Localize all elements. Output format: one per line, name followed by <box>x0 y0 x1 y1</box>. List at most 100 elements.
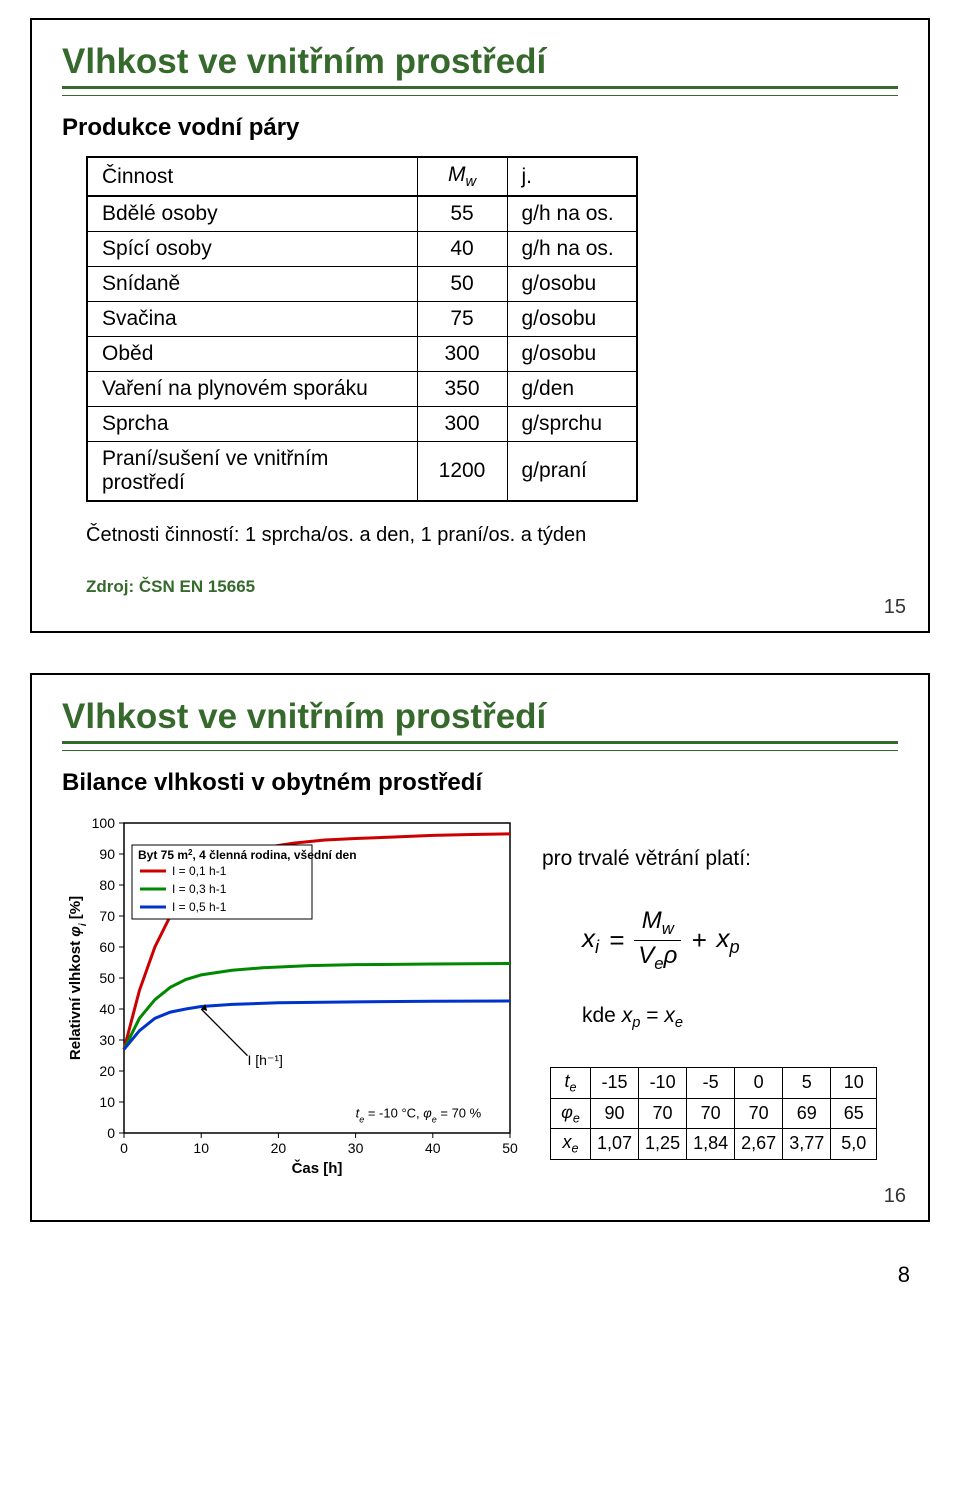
svg-text:80: 80 <box>99 877 115 893</box>
table-row: Snídaně50g/osobu <box>87 267 637 302</box>
cell-value: -10 <box>639 1067 687 1098</box>
table-row: Praní/sušení ve vnitřním prostředí1200g/… <box>87 442 637 502</box>
cell-value: 70 <box>687 1098 735 1129</box>
eq-denominator: Veρ <box>634 940 681 974</box>
table-row: Oběd300g/osobu <box>87 337 637 372</box>
row-label: xe <box>551 1129 591 1160</box>
table-header: Činnost Mw j. <box>87 157 637 196</box>
eq-plus: + <box>691 925 706 956</box>
where-clause: kde xp = xe <box>582 1004 898 1031</box>
svg-text:10: 10 <box>193 1140 209 1156</box>
cell-value: 5 <box>783 1067 831 1098</box>
table-row: Bdělé osoby55g/h na os. <box>87 196 637 232</box>
svg-text:90: 90 <box>99 846 115 862</box>
cell-value: 55 <box>417 196 507 232</box>
svg-text:20: 20 <box>271 1140 287 1156</box>
svg-text:50: 50 <box>502 1140 518 1156</box>
cell-value: 1,25 <box>639 1129 687 1160</box>
production-table: Činnost Mw j. Bdělé osoby55g/h na os.Spí… <box>86 156 638 502</box>
eq-fraction: Mw Veρ <box>634 907 681 974</box>
th-activity: Činnost <box>87 157 417 196</box>
slide-1: Vlhkost ve vnitřním prostředí Produkce v… <box>30 18 930 633</box>
source-citation: Zdroj: ČSN EN 15665 <box>86 577 898 597</box>
row-label: φe <box>551 1098 591 1129</box>
table-row-phie: φe 907070706965 <box>551 1098 877 1129</box>
equation: xi = Mw Veρ + xp <box>582 907 898 974</box>
cell-value: 350 <box>417 372 507 407</box>
svg-text:I = 0,1 h-1: I = 0,1 h-1 <box>172 864 227 878</box>
cell-value: 2,67 <box>735 1129 783 1160</box>
eq-rhs: xp <box>717 923 740 958</box>
table-row: Spící osoby40g/h na os. <box>87 232 637 267</box>
svg-text:60: 60 <box>99 939 115 955</box>
svg-text:Relativní vlhkost φi [%]: Relativní vlhkost φi [%] <box>67 896 89 1060</box>
cell-unit: g/sprchu <box>507 407 637 442</box>
formula-intro: pro trvalé větrání platí: <box>542 847 898 871</box>
cell-unit: g/praní <box>507 442 637 502</box>
cell-value: 75 <box>417 302 507 337</box>
cell-value: 300 <box>417 337 507 372</box>
svg-text:20: 20 <box>99 1063 115 1079</box>
cell-value: 65 <box>831 1098 877 1129</box>
svg-text:10: 10 <box>99 1094 115 1110</box>
slide-number: 15 <box>884 596 906 619</box>
cell-value: -5 <box>687 1067 735 1098</box>
cell-activity: Praní/sušení ve vnitřním prostředí <box>87 442 417 502</box>
slide-title: Vlhkost ve vnitřním prostředí <box>62 697 898 737</box>
cell-value: 5,0 <box>831 1129 877 1160</box>
cell-unit: g/osobu <box>507 337 637 372</box>
exterior-values-table: te -15-10-50510 φe 907070706965 xe 1,071… <box>550 1067 877 1160</box>
slide-subtitle: Bilance vlhkosti v obytném prostředí <box>62 769 898 797</box>
eq-equals: = <box>609 925 624 956</box>
cell-activity: Spící osoby <box>87 232 417 267</box>
svg-text:30: 30 <box>348 1140 364 1156</box>
table-row-xe: xe 1,071,251,842,673,775,0 <box>551 1129 877 1160</box>
cell-value: -15 <box>591 1067 639 1098</box>
page-number: 8 <box>0 1262 960 1308</box>
svg-text:Čas [h]: Čas [h] <box>292 1159 343 1177</box>
cell-value: 50 <box>417 267 507 302</box>
cell-activity: Sprcha <box>87 407 417 442</box>
cell-value: 40 <box>417 232 507 267</box>
svg-text:te = -10 °C, φe = 70 %: te = -10 °C, φe = 70 % <box>356 1106 482 1125</box>
table-row: Svačina75g/osobu <box>87 302 637 337</box>
slide-2: Vlhkost ve vnitřním prostředí Bilance vl… <box>30 673 930 1222</box>
cell-value: 70 <box>639 1098 687 1129</box>
eq-lhs: xi <box>582 923 599 958</box>
cell-unit: g/h na os. <box>507 232 637 267</box>
cell-value: 90 <box>591 1098 639 1129</box>
cell-value: 70 <box>735 1098 783 1129</box>
cell-activity: Svačina <box>87 302 417 337</box>
svg-text:I [h⁻¹]: I [h⁻¹] <box>248 1052 283 1068</box>
svg-text:Byt 75 m2, 4 členná rodina, vš: Byt 75 m2, 4 členná rodina, všední den <box>138 848 357 863</box>
svg-text:30: 30 <box>99 1032 115 1048</box>
frequency-note: Četnosti činností: 1 sprcha/os. a den, 1… <box>86 524 898 547</box>
row-label: te <box>551 1067 591 1098</box>
cell-activity: Snídaně <box>87 267 417 302</box>
th-mw: Mw <box>417 157 507 196</box>
cell-value: 3,77 <box>783 1129 831 1160</box>
cell-value: 1200 <box>417 442 507 502</box>
cell-unit: g/osobu <box>507 302 637 337</box>
slide-title: Vlhkost ve vnitřním prostředí <box>62 42 898 82</box>
divider <box>62 741 898 751</box>
cell-value: 1,84 <box>687 1129 735 1160</box>
cell-activity: Bdělé osoby <box>87 196 417 232</box>
cell-activity: Oběd <box>87 337 417 372</box>
th-unit: j. <box>507 157 637 196</box>
svg-text:I = 0,3 h-1: I = 0,3 h-1 <box>172 882 227 896</box>
cell-value: 1,07 <box>591 1129 639 1160</box>
eq-numerator: Mw <box>638 907 678 940</box>
cell-unit: g/den <box>507 372 637 407</box>
svg-text:100: 100 <box>92 815 116 831</box>
svg-text:70: 70 <box>99 908 115 924</box>
cell-activity: Vaření na plynovém sporáku <box>87 372 417 407</box>
svg-text:50: 50 <box>99 970 115 986</box>
svg-text:0: 0 <box>120 1140 128 1156</box>
slide-number: 16 <box>884 1185 906 1208</box>
table-row: Vaření na plynovém sporáku350g/den <box>87 372 637 407</box>
svg-text:I = 0,5 h-1: I = 0,5 h-1 <box>172 900 227 914</box>
cell-value: 69 <box>783 1098 831 1129</box>
cell-value: 0 <box>735 1067 783 1098</box>
cell-value: 10 <box>831 1067 877 1098</box>
